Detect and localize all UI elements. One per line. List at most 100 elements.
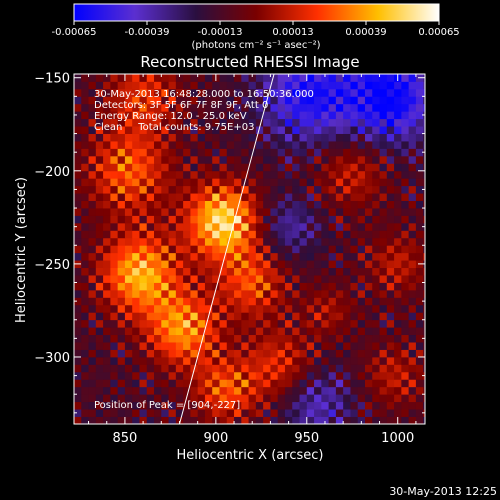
heatmap-cell xyxy=(132,364,140,373)
heatmap-cell xyxy=(241,111,249,120)
heatmap-cell xyxy=(88,364,97,373)
heatmap-cell xyxy=(226,304,235,313)
heatmap-cell xyxy=(408,260,417,269)
heatmap-cell xyxy=(314,297,322,306)
heatmap-cell xyxy=(335,312,344,321)
heatmap-cell xyxy=(343,185,351,194)
heatmap-cell xyxy=(161,74,169,82)
heatmap-cell xyxy=(255,215,264,224)
heatmap-cell xyxy=(81,96,89,105)
heatmap-cell xyxy=(161,394,169,403)
heatmap-cell xyxy=(168,416,177,424)
heatmap-cell xyxy=(299,185,308,194)
heatmap-cell xyxy=(117,103,126,112)
heatmap-cell xyxy=(423,103,425,112)
heatmap-cell xyxy=(183,141,191,149)
heatmap-cell xyxy=(81,141,89,149)
heatmap-cell xyxy=(343,275,351,283)
heatmap-cell xyxy=(103,96,111,105)
heatmap-cell xyxy=(379,349,388,358)
heatmap-cell xyxy=(423,141,425,149)
heatmap-cell xyxy=(168,289,177,298)
heatmap-cell xyxy=(132,88,140,97)
heatmap-cell xyxy=(284,178,293,187)
heatmap-cell xyxy=(117,245,126,254)
heatmap-cell xyxy=(175,126,184,134)
heatmap-cell xyxy=(212,133,220,142)
heatmap-cell xyxy=(175,88,184,97)
heatmap-cell xyxy=(161,319,169,328)
heatmap-cell xyxy=(190,401,199,410)
heatmap-cell xyxy=(161,401,169,410)
heatmap-cell xyxy=(74,193,82,201)
heatmap-cell xyxy=(226,237,235,246)
heatmap-cell xyxy=(74,409,82,417)
heatmap-cell xyxy=(299,237,308,246)
heatmap-cell xyxy=(248,327,257,336)
heatmap-cell xyxy=(335,126,344,134)
heatmap-cell xyxy=(74,230,82,239)
heatmap-cell xyxy=(226,111,235,120)
heatmap-cell xyxy=(139,208,148,216)
heatmap-cell xyxy=(219,356,228,365)
heatmap-cell xyxy=(423,208,425,216)
heatmap-cell xyxy=(350,141,359,149)
heatmap-cell xyxy=(132,237,140,246)
heatmap-cell xyxy=(255,245,264,254)
heatmap-cell xyxy=(277,126,286,134)
heatmap-cell xyxy=(190,327,199,336)
heatmap-cell xyxy=(306,297,315,306)
heatmap-cell xyxy=(255,200,264,209)
heatmap-cell xyxy=(306,96,315,105)
heatmap-cell xyxy=(190,103,199,112)
heatmap-cell xyxy=(314,394,322,403)
heatmap-cell xyxy=(204,401,213,410)
heatmap-cell xyxy=(95,103,104,112)
heatmap-cell xyxy=(132,178,140,187)
heatmap-cell xyxy=(350,245,359,254)
heatmap-cell xyxy=(103,103,111,112)
heatmap-cell xyxy=(212,267,220,276)
heatmap-cell xyxy=(248,275,257,283)
heatmap-cell xyxy=(226,371,235,380)
heatmap-cell xyxy=(284,88,293,97)
heatmap-cell xyxy=(124,118,133,127)
heatmap-cell xyxy=(88,342,97,350)
heatmap-cell xyxy=(197,304,206,313)
heatmap-cell xyxy=(386,327,395,336)
heatmap-cell xyxy=(328,349,337,358)
heatmap-cell xyxy=(255,364,264,373)
heatmap-cell xyxy=(212,230,220,239)
heatmap-cell xyxy=(255,230,264,239)
heatmap-cell xyxy=(161,170,169,179)
heatmap-cell xyxy=(379,334,388,343)
heatmap-cell xyxy=(168,200,177,209)
heatmap-cell xyxy=(81,185,89,194)
heatmap-cell xyxy=(248,163,257,172)
heatmap-cell xyxy=(343,163,351,172)
heatmap-cell xyxy=(284,312,293,321)
heatmap-cell xyxy=(255,148,264,157)
heatmap-cell xyxy=(74,126,82,134)
heatmap-cell xyxy=(161,371,169,380)
heatmap-cell xyxy=(255,394,264,403)
heatmap-cell xyxy=(234,230,242,239)
heatmap-cell xyxy=(263,74,271,82)
heatmap-cell xyxy=(321,304,330,313)
heatmap-cell xyxy=(95,349,104,358)
heatmap-cell xyxy=(219,409,228,417)
heatmap-cell xyxy=(372,193,380,201)
heatmap-cell xyxy=(284,379,293,388)
heatmap-cell xyxy=(408,126,417,134)
heatmap-cell xyxy=(219,185,228,194)
heatmap-cell xyxy=(408,133,417,142)
heatmap-cell xyxy=(132,208,140,216)
heatmap-cell xyxy=(204,111,213,120)
heatmap-cell xyxy=(321,103,330,112)
heatmap-cell xyxy=(234,282,242,291)
heatmap-cell xyxy=(103,230,111,239)
heatmap-cell xyxy=(379,200,388,209)
heatmap-cell xyxy=(190,409,199,417)
heatmap-cell xyxy=(335,327,344,336)
